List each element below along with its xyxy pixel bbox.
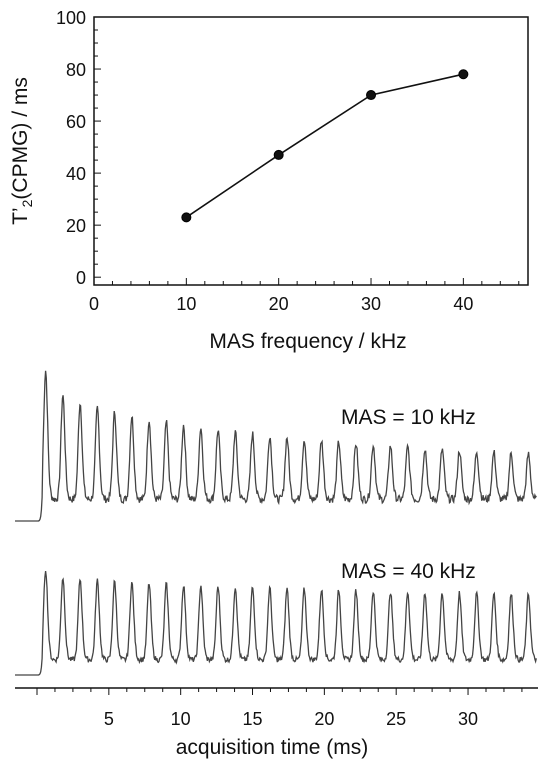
y-axis-label-rest: (CPMG) / ms: [9, 77, 32, 199]
series-label-40khz: MAS = 40 kHz: [341, 560, 476, 583]
x-tick-label: 0: [89, 294, 99, 314]
x-axis-ticks: 0 10 20 30 40: [89, 278, 520, 314]
x-tick-label: 10: [176, 294, 196, 314]
echo-train-chart: MAS = 10 kHz MAS = 40 kHz 5 10 15 20 25 30 ac…: [15, 370, 538, 759]
series-label-10khz: MAS = 10 kHz: [341, 406, 476, 429]
t2-line-chart: 0 20 40 60 80 100 0 10 20 30 40 MAS frequency / k…: [9, 8, 529, 353]
data-points: [181, 69, 469, 223]
y-tick-label: 80: [66, 60, 86, 80]
x-axis-label: MAS frequency / kHz: [209, 330, 406, 353]
time-tick-label: 25: [386, 709, 406, 729]
time-tick-label: 10: [171, 709, 191, 729]
plot-frame: [93, 16, 529, 286]
echo-trace-40khz: [15, 571, 537, 676]
data-point: [366, 90, 377, 101]
data-point: [273, 149, 284, 160]
x-tick-label: 30: [361, 294, 381, 314]
y-tick-label: 60: [66, 112, 86, 132]
y-tick-label: 0: [76, 268, 86, 288]
time-tick-label: 15: [243, 709, 263, 729]
time-tick-label: 5: [104, 709, 114, 729]
data-point: [458, 69, 469, 80]
x-tick-label: 40: [453, 294, 473, 314]
y-axis-ticks: 0 20 40 60 80 100: [56, 8, 101, 288]
time-axis-label: acquisition time (ms): [176, 736, 369, 759]
time-tick-label: 30: [458, 709, 478, 729]
y-axis-label: T’2(CPMG) / ms: [9, 77, 35, 225]
time-axis-ticks: 5 10 15 20 25 30: [36, 688, 523, 729]
x-tick-label: 20: [269, 294, 289, 314]
data-point: [181, 212, 192, 223]
echo-trace-10khz: [15, 370, 537, 522]
y-tick-label: 100: [56, 8, 86, 28]
y-axis-label-main: T’: [9, 207, 32, 225]
y-tick-label: 40: [66, 164, 86, 184]
time-tick-label: 20: [314, 709, 334, 729]
echo-traces: [15, 370, 537, 676]
series-line: [185, 73, 464, 218]
y-axis-label-subscript: 2: [19, 199, 35, 207]
y-tick-label: 20: [66, 216, 86, 236]
